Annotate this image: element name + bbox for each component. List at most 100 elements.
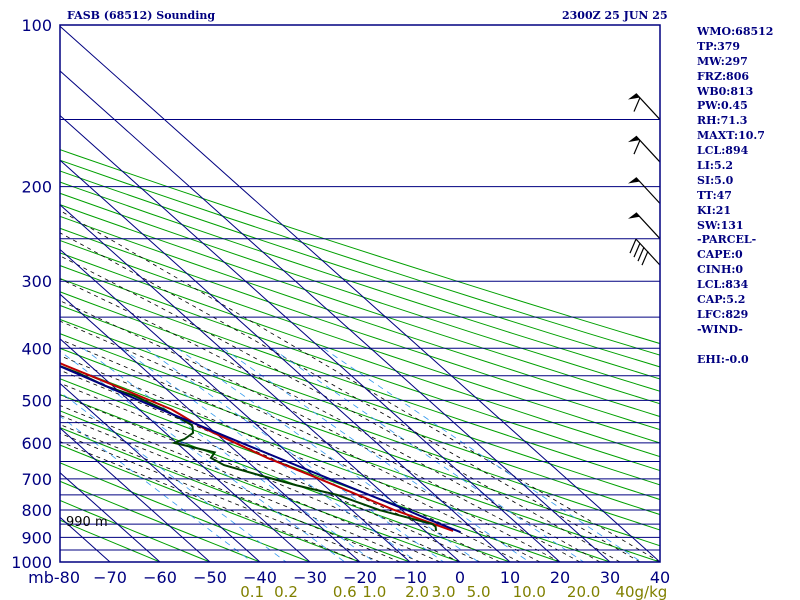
wind-barb-staff [635,177,661,204]
mixing-ratio-label: 3.0 [432,583,456,600]
index-item: WMO:68512 [697,25,774,38]
pressure-tick-label: 600 [21,434,52,453]
moist-adiabat [60,300,581,562]
index-item: MAXT:10.7 [697,129,765,143]
mixing-ratio-line [82,347,376,562]
dry-adiabat [60,318,660,531]
pressure-tick-label: 100 [21,16,52,35]
isotherm [60,293,361,562]
isotherm [60,204,461,562]
index-item: LCL:834 [697,278,749,292]
dewpoint-line [60,365,438,532]
temperature-tick-label: −60 [143,568,177,587]
mixing-ratio-line [60,350,346,562]
dry-adiabat [60,291,660,501]
dry-adiabat [60,333,660,547]
isotherm [60,382,261,562]
mixing-ratio-line [121,347,418,562]
dry-adiabat [60,378,562,562]
wind-barb [629,238,661,266]
pressure-tick-labels: 100 200 300 400 500 600 700 800 900 1000 [11,16,52,572]
temperature-tick-label: −30 [293,568,327,587]
index-item: TT:47 [697,188,732,202]
dry-adiabat [60,462,312,562]
index-item: WB0:813 [697,84,754,98]
mixing-ratio-labels: 0.1 0.2 0.6 1.0 2.0 3.0 5.0 10.0 20.0 40g/kg [240,583,667,600]
dry-adiabat [60,304,660,516]
mixing-ratio-line [271,347,585,562]
moist-adiabat [60,369,501,562]
index-item: FRZ:806 [697,69,750,83]
wind-barb-staff [635,212,661,240]
mixing-ratio-lines [60,347,643,562]
wind-barb [628,177,661,204]
temperature-tick-label: −50 [193,568,227,587]
isotherm [60,516,111,562]
moist-adiabats [60,210,660,562]
mixing-ratio-label: 2.0 [405,583,429,600]
wind-barb [628,93,661,120]
temperature-tick-label: −20 [343,568,377,587]
wind-barb-flag [628,212,640,219]
isotherm [0,25,10,562]
temperature-tick-label: 0 [455,568,465,587]
dry-adiabat [60,149,660,345]
isobars [60,25,660,562]
index-item: KI:21 [697,203,732,217]
dry-adiabat [60,480,262,562]
isotherm [60,25,660,562]
sounding-series [60,362,461,534]
dry-adiabat [60,159,660,356]
mixing-ratio-label: 20.0 [567,583,600,600]
pressure-tick-label: 800 [21,501,52,520]
temperature-tick-label: 30 [600,568,620,587]
pressure-tick-label: 200 [21,178,52,197]
plot-border [59,24,661,563]
index-item: SW:131 [697,218,744,232]
isotherm [60,114,561,562]
mixing-ratio-label: 0.2 [274,583,298,600]
wind-barb-flag [628,93,640,100]
dry-adiabat [60,499,212,562]
index-item: TP:379 [697,39,741,53]
wind-barb-flag [628,136,640,143]
index-item: MW:297 [697,54,748,68]
isotherms [0,25,660,562]
wind-barb-feather [633,139,641,155]
mixing-ratio-label: 10.0 [513,583,546,600]
temperature-tick-label: 40 [650,568,670,587]
pressure-tick-label: 1000 [11,553,52,572]
index-item: RH:71.3 [697,114,748,128]
temperature-tick-label: −40 [243,568,277,587]
wind-barb-feather [633,242,641,258]
pressure-tick-label: 900 [21,528,52,547]
temperature-tick-label: −10 [393,568,427,587]
dry-adiabat [60,410,462,562]
index-item: -WIND- [697,322,743,336]
index-item: LCL:894 [697,144,749,158]
moist-adiabat [60,278,601,562]
index-item: SI:5.0 [697,173,734,187]
index-item: CAPE:0 [697,248,743,262]
isotherm [60,338,311,562]
dry-adiabat [60,192,660,392]
dry-adiabat [60,252,660,458]
wind-barb-flag [628,177,640,184]
dry-adiabat [60,519,162,562]
temperature-tick-label: mb-80 [28,568,80,587]
mixing-ratio-label: 5.0 [467,583,491,600]
moist-adiabat [60,394,461,562]
isotherm [60,159,511,562]
index-item: PW:0.45 [697,99,748,113]
dry-adiabat [60,204,660,405]
isotherm [60,248,411,562]
mixing-ratio-line [145,347,445,562]
temperature-tick-label: 10 [500,568,520,587]
dry-adiabat [60,215,660,418]
mixing-ratio-label: 0.1 [240,583,264,600]
index-item: CINH:0 [697,263,744,277]
index-item: -PARCEL- [697,233,757,247]
moist-adiabat [60,432,381,562]
pressure-tick-label: 500 [21,391,52,410]
wind-barb [628,135,661,163]
